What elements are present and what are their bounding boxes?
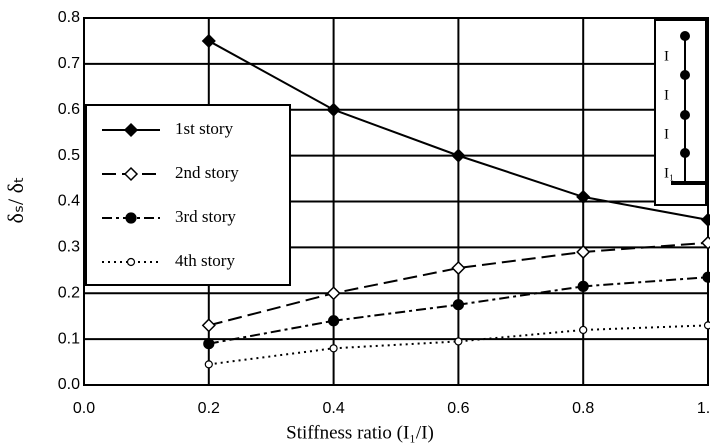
inset-label: I [664,87,669,103]
y-tick-label: 0.0 [58,376,80,393]
legend-label: 2nd story [175,163,239,182]
marker [702,271,710,283]
marker [700,212,710,227]
marker [326,286,341,301]
x-tick-label: 0.4 [322,400,344,417]
x-axis-title: Stiffness ratio (I₁/I) [286,422,434,443]
x-tick-label: 0.0 [73,400,95,417]
series-line [208,241,709,327]
marker [201,318,216,333]
inset: I I I I₁ [654,19,707,206]
plot-frame [83,17,709,386]
inset-box [654,19,707,206]
legend-label: 4th story [175,251,235,270]
x-tick-label: 1.0 [697,400,710,417]
marker [203,338,215,350]
legend-box [85,104,291,286]
legend: 1st story 2nd story 3rd story 4th story [85,104,291,286]
marker [326,102,341,117]
inset-label: I [664,48,669,64]
marker [204,360,213,369]
y-tick-label: 0.2 [58,284,80,301]
inset-node [680,148,690,158]
y-axis-title: δₛ/ δₜ [3,176,28,223]
inset-node [680,31,690,41]
y-tick-label: 0.3 [58,239,80,256]
marker [576,244,591,260]
inset-label: I₁ [664,165,674,181]
marker [454,337,463,346]
marker [329,344,338,353]
x-tick-label: 0.6 [447,400,469,417]
marker [700,235,710,250]
y-tick-label: 0.5 [58,147,80,164]
marker [451,148,466,163]
legend-marker [126,257,136,267]
legend-marker [123,122,139,138]
legend-marker [123,166,139,182]
legend-label: 3rd story [175,207,236,226]
inset-node [680,110,690,120]
inset-label: I [664,126,669,142]
y-tick-label: 0.8 [58,9,80,26]
legend-marker [125,212,137,224]
y-tick-label: 0.7 [58,55,80,72]
marker [577,280,589,292]
marker [201,33,216,48]
marker [328,315,340,327]
x-tick-label: 0.2 [198,400,220,417]
y-tick-label: 0.6 [58,101,80,118]
marker [703,321,710,330]
marker [451,260,466,276]
y-tick-label: 0.1 [58,330,80,347]
marker [576,189,591,204]
y-tick-label: 0.4 [58,193,80,210]
marker [579,325,588,335]
marker [452,299,464,311]
legend-label: 1st story [175,119,234,138]
x-tick-label: 0.8 [572,400,594,417]
inset-node [680,70,690,80]
